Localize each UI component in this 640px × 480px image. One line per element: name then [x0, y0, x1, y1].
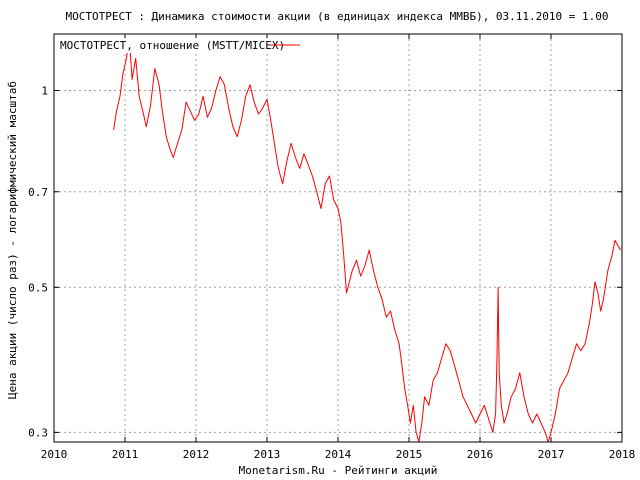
x-tick-label: 2012: [183, 448, 210, 461]
tick-labels: 2010 2011 2012 2013 2014 2015 2016 2017 2018 0.3 0…: [28, 84, 635, 461]
y-tick-label: 0.3: [28, 426, 48, 439]
series-layer: [113, 38, 622, 443]
legend-label: МОСТОТРЕСТ, отношение (MSTT/MICEX): [60, 39, 285, 52]
x-tick-label: 2017: [538, 448, 565, 461]
series-line: [113, 38, 622, 443]
x-tick-label: 2014: [325, 448, 352, 461]
y-tick-label: 0.5: [28, 281, 48, 294]
x-tick-label: 2018: [609, 448, 636, 461]
x-tick-label: 2011: [112, 448, 139, 461]
x-tick-label: 2016: [467, 448, 494, 461]
y-tick-label: 1: [41, 84, 48, 97]
x-tick-label: 2010: [41, 448, 68, 461]
x-axis-label: Monetarism.Ru - Рейтинги акций: [239, 464, 438, 477]
legend: МОСТОТРЕСТ, отношение (MSTT/MICEX): [58, 38, 300, 53]
grid: [54, 34, 622, 442]
legend-background: [58, 38, 272, 53]
y-tick-label: 0.7: [28, 186, 48, 199]
chart-title: МОСТОТРЕСТ : Динамика стоимости акции (в…: [65, 10, 608, 23]
x-tick-label: 2015: [396, 448, 423, 461]
y-axis-label: Цена акции (число раз) - логарифмический…: [6, 81, 19, 399]
x-tick-label: 2013: [254, 448, 281, 461]
